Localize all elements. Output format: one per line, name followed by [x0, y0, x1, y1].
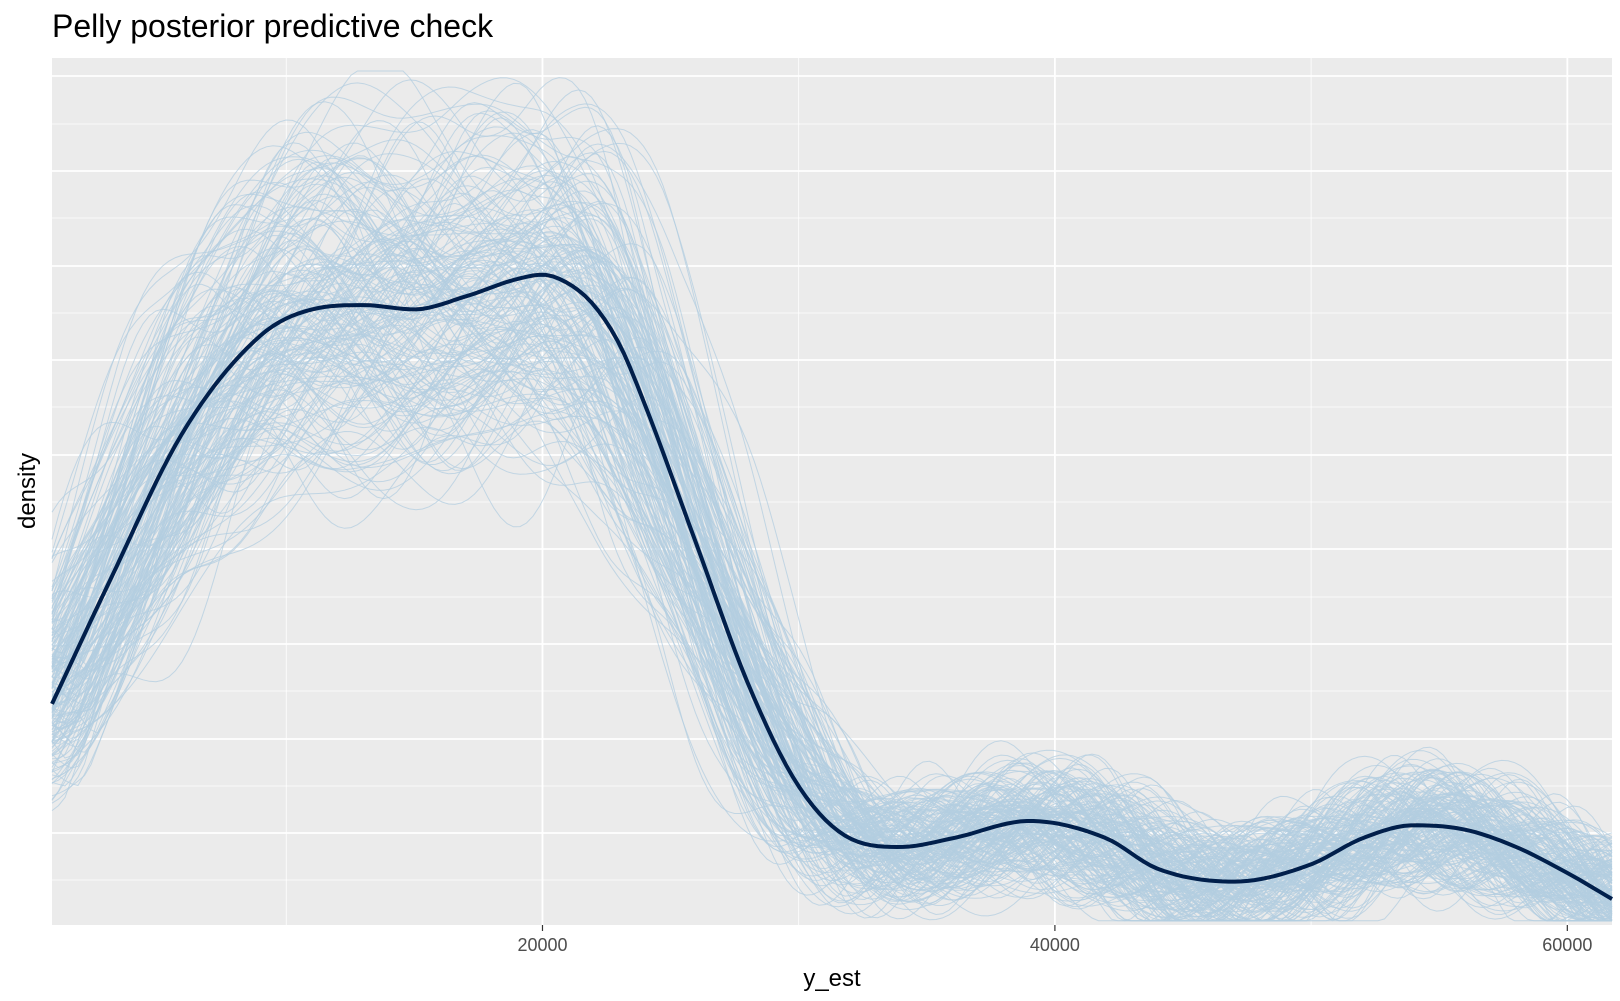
replicated-density-line	[51, 258, 1613, 919]
replicated-density-line	[51, 178, 1612, 922]
replicated-density-line	[51, 323, 1613, 920]
replicated-density-line	[51, 267, 1613, 922]
replicated-density-line	[51, 225, 1612, 922]
replicated-density-line	[51, 202, 1613, 908]
replicated-density-line	[51, 240, 1613, 887]
replicated-density-line	[51, 343, 1613, 922]
replicated-density-line	[51, 110, 1613, 904]
replicated-density-line	[51, 272, 1613, 915]
x-tick-label: 20000	[517, 935, 567, 955]
replicated-density-line	[51, 262, 1613, 907]
replicated-density-line	[51, 176, 1612, 902]
replicated-density-line	[51, 186, 1613, 922]
x-axis-ticks: 20000 40000 60000	[517, 925, 1592, 955]
replicated-density-line	[51, 240, 1613, 922]
replicated-density-line	[51, 142, 1613, 904]
replicated-density-line	[51, 252, 1613, 889]
replicated-density-line	[51, 326, 1612, 922]
replicated-density-line	[51, 251, 1613, 922]
replicated-density-line	[51, 254, 1613, 922]
x-tick-label: 60000	[1542, 935, 1592, 955]
replicated-density-line	[51, 264, 1613, 922]
x-axis-title: y_est	[803, 965, 861, 992]
observed-density-path	[50, 272, 1614, 901]
replicated-density-line	[51, 190, 1613, 922]
replicated-density-line	[51, 119, 1612, 922]
replicated-density-line	[51, 346, 1613, 922]
replicated-density-line	[51, 337, 1613, 922]
replicated-density-line	[51, 240, 1612, 922]
replicated-density-lines	[51, 70, 1613, 922]
x-tick-label: 40000	[1030, 935, 1080, 955]
replicated-density-line	[51, 254, 1613, 917]
replicated-density-line	[51, 343, 1612, 922]
replicated-density-line	[51, 285, 1613, 922]
replicated-density-line	[51, 150, 1613, 903]
replicated-density-line	[51, 273, 1613, 912]
replicated-density-line	[51, 152, 1613, 921]
y-axis-title: density	[14, 453, 41, 529]
replicated-density-line	[51, 324, 1613, 922]
replicated-density-line	[51, 330, 1613, 918]
replicated-density-line	[51, 153, 1613, 908]
replicated-density-line	[51, 235, 1613, 922]
replicated-density-line	[51, 314, 1612, 922]
replicated-density-line	[51, 311, 1613, 922]
replicated-density-line	[51, 129, 1613, 912]
replicated-density-line	[51, 156, 1613, 922]
observed-density-line	[50, 272, 1614, 901]
chart-title: Pelly posterior predictive check	[52, 8, 494, 44]
replicated-density-line	[51, 288, 1613, 922]
